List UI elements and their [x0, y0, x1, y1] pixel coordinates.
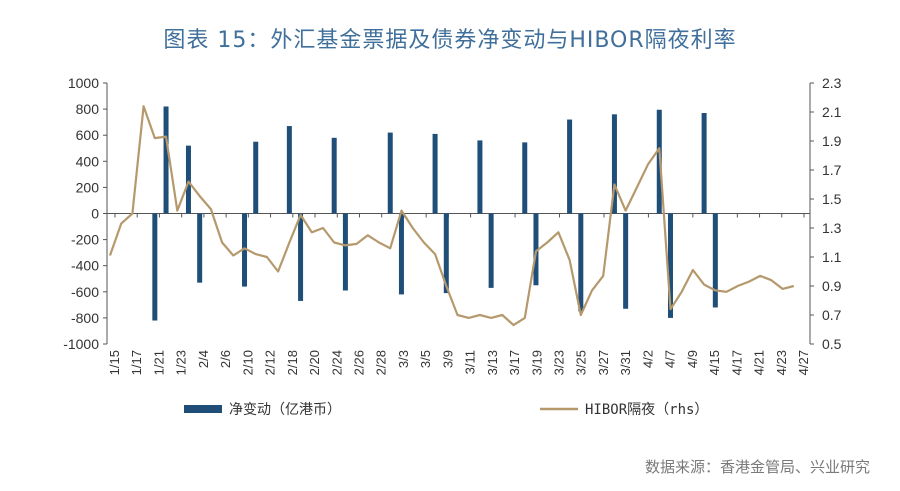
axes-group: 1000 800 600 400 200 0 -200 -400 -600 -800 -1000 2.…	[63, 75, 841, 375]
x-tick-label: 3/27	[596, 350, 611, 375]
right-tick-label: 2.3	[822, 75, 842, 91]
bar	[443, 213, 449, 294]
bar-series	[152, 106, 718, 321]
right-tick-label: 1.3	[822, 220, 842, 236]
x-tick-label: 3/5	[418, 350, 433, 368]
left-tick-label: -400	[71, 258, 99, 274]
right-tick-label: 0.5	[822, 336, 842, 352]
bar	[432, 133, 438, 214]
bar	[253, 141, 259, 214]
x-tick-label: 2/20	[307, 350, 322, 375]
bar	[185, 145, 191, 214]
left-tick-label: 400	[76, 153, 100, 169]
x-tick-label: 4/17	[729, 350, 744, 375]
bar	[152, 213, 158, 321]
x-tick-label: 1/23	[174, 350, 189, 375]
legend: 净变动（亿港币） HIBOR隔夜（rhs）	[184, 402, 708, 418]
chart-title: 图表 15：外汇基金票据及债券净变动与HIBOR隔夜利率	[163, 28, 737, 53]
x-tick-label: 3/3	[396, 350, 411, 368]
bar	[242, 213, 248, 287]
left-tick-label: 800	[76, 101, 100, 117]
bar	[701, 113, 707, 214]
right-tick-label: 0.7	[822, 307, 842, 323]
left-tick-label: -800	[71, 310, 99, 326]
x-tick-label: 1/15	[107, 350, 122, 375]
x-tick-label: 3/25	[574, 350, 589, 375]
x-tick-label: 2/12	[263, 350, 278, 375]
bar	[533, 213, 539, 286]
left-tick-label: 600	[76, 127, 100, 143]
bar	[331, 137, 337, 214]
bar	[398, 213, 404, 295]
right-tick-label: 1.1	[822, 249, 842, 265]
legend-label-line: HIBOR隔夜（rhs）	[585, 402, 708, 418]
left-tick-label: -600	[71, 284, 99, 300]
x-tick-label: 3/19	[529, 350, 544, 375]
x-tick-label: 3/11	[463, 350, 478, 374]
x-tick-label: 4/27	[796, 350, 811, 375]
right-tick-label: 1.7	[822, 162, 842, 178]
hibor-line	[108, 105, 795, 327]
x-tick-label: 2/18	[285, 350, 300, 375]
bar	[197, 213, 203, 283]
left-tick-label: 1000	[68, 75, 99, 91]
bar	[488, 213, 494, 288]
bar	[567, 119, 573, 214]
x-tick-label: 4/7	[663, 350, 678, 368]
x-tick-label: 4/9	[685, 350, 700, 368]
left-tick-label: -200	[71, 232, 99, 248]
x-tick-label: 3/13	[485, 350, 500, 375]
x-tick-label: 2/28	[374, 350, 389, 375]
bar	[342, 213, 348, 291]
bar	[477, 140, 483, 214]
bar	[712, 213, 718, 308]
right-tick-label: 1.5	[822, 191, 842, 207]
x-tick-label: 2/10	[240, 350, 255, 375]
x-tick-label: 2/4	[196, 350, 211, 368]
legend-swatch-bar	[184, 405, 222, 413]
bar	[578, 213, 584, 312]
bar	[298, 213, 304, 301]
x-tick-label: 3/17	[507, 350, 522, 375]
right-tick-label: 0.9	[822, 278, 842, 294]
x-tick-label: 4/2	[640, 350, 655, 368]
bar	[163, 106, 169, 214]
x-tick-label: 1/17	[129, 350, 144, 375]
legend-label-bar: 净变动（亿港币）	[229, 402, 341, 418]
right-tick-label: 1.9	[822, 133, 842, 149]
source-note: 数据来源：香港金管局、兴业研究	[644, 458, 870, 476]
bar	[286, 126, 292, 214]
x-tick-label: 4/23	[774, 350, 789, 375]
bar	[623, 213, 629, 309]
x-tick-label: 3/9	[440, 350, 455, 368]
x-tick-label: 4/21	[752, 350, 767, 375]
bar	[611, 114, 617, 214]
right-tick-label: 2.1	[822, 104, 842, 120]
left-tick-label: 0	[91, 206, 99, 222]
bar	[387, 132, 393, 214]
bar	[522, 142, 528, 214]
left-tick-label: 200	[76, 179, 100, 195]
x-tick-label: 2/24	[329, 350, 344, 375]
x-tick-label: 4/15	[707, 350, 722, 375]
x-tick-label: 3/23	[552, 350, 567, 375]
left-tick-label: -1000	[63, 336, 99, 352]
x-tick-label: 1/21	[151, 350, 166, 375]
x-tick-label: 3/31	[618, 350, 633, 375]
x-tick-label: 2/6	[218, 350, 233, 368]
x-tick-label: 2/26	[351, 350, 366, 375]
line-series	[108, 105, 795, 327]
bar	[667, 213, 673, 318]
